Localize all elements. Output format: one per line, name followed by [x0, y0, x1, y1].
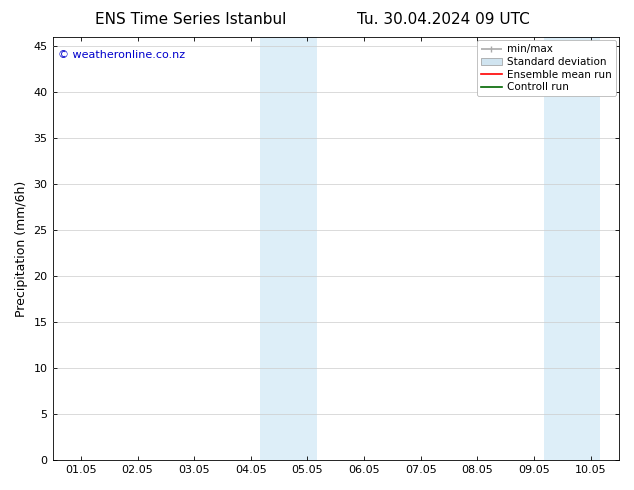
Legend: min/max, Standard deviation, Ensemble mean run, Controll run: min/max, Standard deviation, Ensemble me…: [477, 40, 616, 97]
Text: ENS Time Series Istanbul: ENS Time Series Istanbul: [94, 12, 286, 27]
Bar: [544, 37, 562, 460]
Bar: [279, 37, 317, 460]
Text: © weatheronline.co.nz: © weatheronline.co.nz: [58, 50, 185, 60]
Y-axis label: Precipitation (mm/6h): Precipitation (mm/6h): [15, 180, 28, 317]
Bar: [261, 37, 279, 460]
Bar: [562, 37, 600, 460]
Text: Tu. 30.04.2024 09 UTC: Tu. 30.04.2024 09 UTC: [358, 12, 530, 27]
